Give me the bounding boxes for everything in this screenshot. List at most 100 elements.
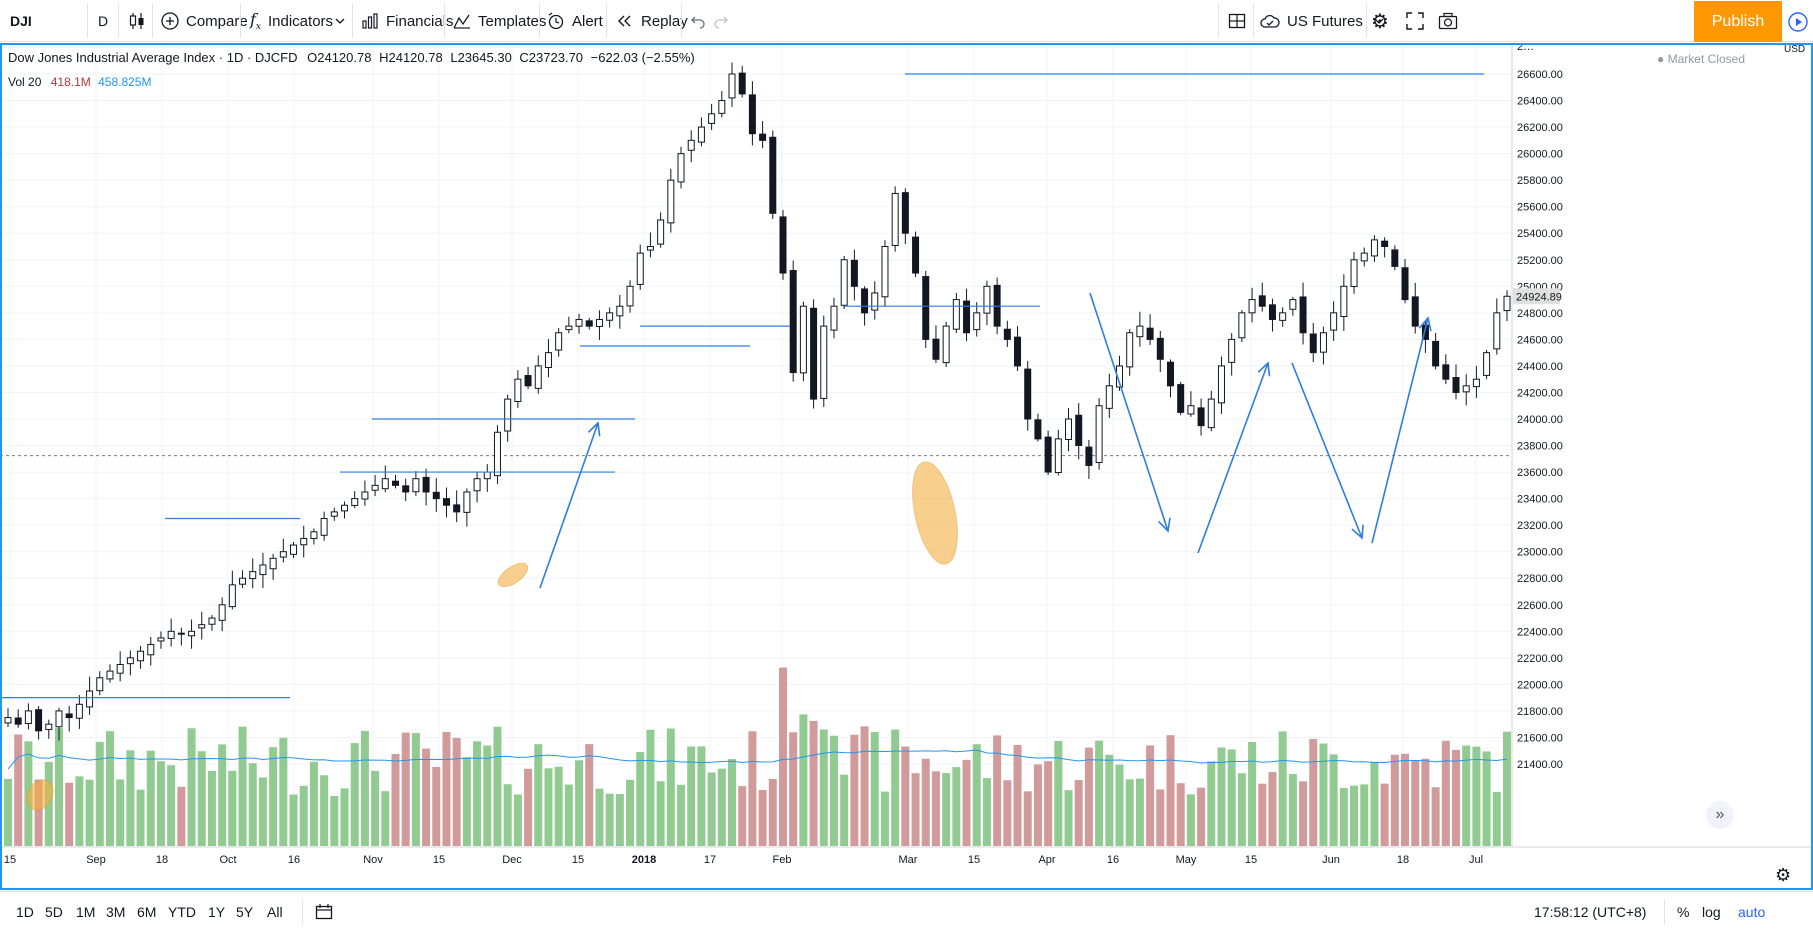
replay-button[interactable]: Replay bbox=[616, 0, 688, 42]
toolbar-divider bbox=[118, 4, 119, 38]
candle-body bbox=[4, 717, 12, 724]
compare-button[interactable]: Compare bbox=[161, 0, 248, 42]
candle-body bbox=[636, 252, 644, 285]
candle-body bbox=[963, 300, 971, 334]
bar-chart-icon bbox=[362, 13, 378, 29]
volume-bar bbox=[156, 761, 165, 846]
range-3m[interactable]: 3M bbox=[106, 892, 125, 932]
volume-bar bbox=[891, 729, 900, 846]
volume-bar bbox=[422, 748, 431, 846]
legend-title: Dow Jones Industrial Average Index · 1D … bbox=[8, 50, 298, 65]
candle-body bbox=[432, 491, 440, 500]
candle-body bbox=[1126, 332, 1134, 368]
replay-play-button[interactable] bbox=[1783, 1, 1813, 42]
candle-body bbox=[412, 478, 420, 493]
volume-bar bbox=[697, 746, 706, 846]
range-5d[interactable]: 5D bbox=[45, 892, 63, 932]
data-source-button[interactable]: US Futures bbox=[1260, 0, 1385, 42]
candle-body bbox=[361, 491, 369, 500]
chart-style-button[interactable] bbox=[128, 0, 146, 42]
range-1d[interactable]: 1D bbox=[16, 892, 34, 932]
range-6m[interactable]: 6M bbox=[137, 892, 156, 932]
range-label: 3M bbox=[106, 904, 126, 920]
volume-bar bbox=[269, 747, 278, 846]
fullscreen-button[interactable] bbox=[1406, 0, 1424, 42]
auto-scale-toggle[interactable]: auto bbox=[1738, 892, 1765, 932]
price-tick-label: 26200.00 bbox=[1517, 122, 1563, 134]
volume-bar bbox=[4, 778, 12, 846]
volume-series bbox=[4, 667, 1511, 846]
percent-scale-toggle[interactable]: % bbox=[1677, 892, 1689, 932]
candle-body bbox=[687, 139, 695, 151]
indicators-dropdown[interactable] bbox=[334, 0, 346, 42]
range-all[interactable]: All bbox=[267, 892, 283, 932]
volume-bar bbox=[605, 793, 614, 846]
trend-arrow-head bbox=[1257, 361, 1271, 377]
time-tick-label: 15 bbox=[572, 854, 584, 866]
last-price-label: 24924.89 bbox=[1516, 291, 1562, 303]
data-source-label: US Futures bbox=[1287, 12, 1363, 30]
candle-body bbox=[1197, 407, 1205, 427]
volume-bar bbox=[1125, 779, 1134, 846]
price-tick-label: 24800.00 bbox=[1517, 308, 1563, 320]
price-tick-label: 26400.00 bbox=[1517, 96, 1563, 108]
candle-body bbox=[708, 113, 716, 124]
chart-settings-button[interactable]: ⚙ bbox=[1775, 865, 1791, 886]
time-axis: 15 Sep 18 Oct 16 Nov 15 Dec 15 2018 17 Feb Mar 15 Apr 1… bbox=[0, 846, 1813, 866]
clock-button[interactable]: 17:58:12 (UTC+8) bbox=[1534, 892, 1646, 932]
indicators-button[interactable]: fx Indicators bbox=[250, 0, 333, 42]
layout-button[interactable] bbox=[1228, 0, 1246, 42]
volume-bar bbox=[1350, 785, 1359, 846]
candle-body bbox=[861, 288, 869, 314]
volume-bar bbox=[177, 786, 186, 846]
auto-label: auto bbox=[1738, 904, 1766, 920]
play-circle-icon bbox=[1788, 11, 1808, 32]
volume-bar bbox=[1401, 753, 1410, 846]
undo-button[interactable] bbox=[690, 0, 706, 42]
interval-button[interactable]: D bbox=[98, 0, 108, 42]
range-label: 5Y bbox=[236, 904, 254, 920]
symbol-legend: Dow Jones Industrial Average Index · 1D … bbox=[8, 50, 695, 65]
candle-body bbox=[738, 72, 746, 95]
range-1y[interactable]: 1Y bbox=[208, 892, 225, 932]
range-ytd[interactable]: YTD bbox=[168, 892, 196, 932]
candle-body bbox=[290, 544, 298, 555]
scroll-to-realtime-button[interactable]: » bbox=[1706, 801, 1734, 829]
candle-body bbox=[14, 717, 22, 725]
candle-body bbox=[942, 325, 950, 364]
candle-body bbox=[463, 491, 471, 513]
price-tick-label: 24600.00 bbox=[1517, 334, 1563, 346]
volume-bar bbox=[248, 763, 257, 846]
volume-bar bbox=[1258, 783, 1267, 846]
volume-bar bbox=[371, 770, 380, 846]
candle-body bbox=[442, 498, 450, 506]
volume-ma-value: 458.825M bbox=[98, 75, 152, 89]
volume-bar bbox=[1503, 731, 1511, 846]
volume-bar bbox=[1227, 749, 1236, 846]
alert-button[interactable]: Alert bbox=[547, 0, 603, 42]
templates-button[interactable]: Templates bbox=[453, 0, 546, 42]
symbol-search[interactable]: DJI bbox=[10, 0, 32, 42]
candle-body bbox=[871, 292, 879, 311]
redo-button[interactable] bbox=[713, 0, 729, 42]
double-chevron-right-icon: » bbox=[1715, 806, 1725, 823]
publish-button[interactable]: Publish bbox=[1694, 1, 1782, 42]
symbol-label: DJI bbox=[10, 13, 32, 29]
go-to-date-button[interactable] bbox=[315, 892, 333, 932]
screenshot-button[interactable] bbox=[1438, 0, 1458, 42]
log-scale-toggle[interactable]: log bbox=[1702, 892, 1721, 932]
candle-body bbox=[137, 650, 145, 662]
price-tick-label: 25200.00 bbox=[1517, 255, 1563, 267]
volume-bar bbox=[707, 772, 716, 846]
volume-bar bbox=[1044, 761, 1053, 846]
volume-bar bbox=[1217, 747, 1226, 846]
settings-button[interactable]: ⚙ bbox=[1371, 0, 1389, 42]
trend-arrow-head bbox=[587, 421, 601, 437]
volume-bar bbox=[462, 757, 471, 846]
financials-button[interactable]: Financials bbox=[361, 0, 454, 42]
trend-arrow-line bbox=[1197, 362, 1269, 554]
range-1m[interactable]: 1M bbox=[76, 892, 95, 932]
price-chart[interactable]: 2… 26600.00 26400.00 26200.00 26000.00 25800.… bbox=[0, 43, 1813, 890]
range-5y[interactable]: 5Y bbox=[236, 892, 253, 932]
time-tick-label: 2018 bbox=[632, 854, 656, 866]
